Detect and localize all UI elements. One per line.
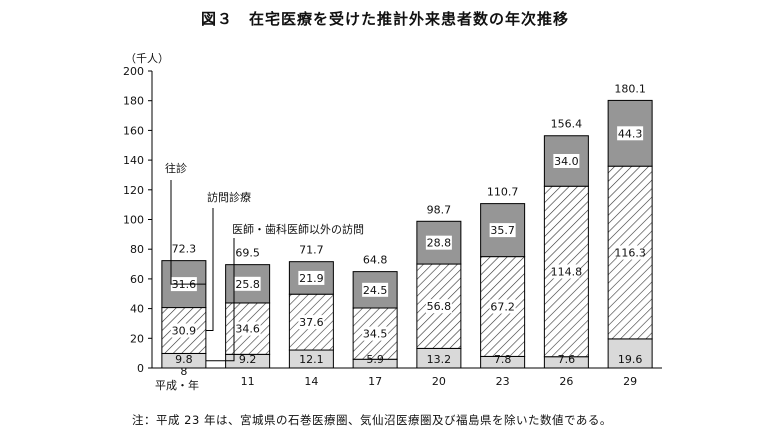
y-tick-label: 40: [130, 303, 144, 316]
bar-value-label: 56.8: [427, 300, 452, 313]
bar-segment: [607, 338, 653, 369]
value-label-box: [234, 276, 261, 291]
y-tick-label: 120: [123, 184, 144, 197]
bar-value-label: 116.3: [614, 247, 646, 260]
bar-total-label: 110.7: [487, 186, 519, 199]
annotation-leader-line: [205, 208, 214, 332]
y-tick-label: 60: [130, 273, 144, 286]
bar-total-label: 71.7: [299, 244, 324, 257]
x-tick-label: 29: [623, 375, 637, 388]
bar-value-label: 12.1: [299, 353, 324, 366]
bar-value-label: 114.8: [551, 265, 583, 278]
value-label-box: [617, 126, 644, 141]
chart-title: 図３ 在宅医療を受けた推計外来患者数の年次推移: [200, 10, 569, 28]
bar-total-label: 180.1: [614, 82, 646, 95]
y-tick-label: 140: [123, 154, 144, 167]
value-label-box: [170, 323, 197, 338]
y-tick-label: 100: [123, 214, 144, 227]
value-label-box: [298, 270, 325, 285]
bar-value-label: 67.2: [490, 301, 515, 314]
series-annotation: 医師・歯科医師以外の訪問: [232, 222, 364, 236]
bar-value-label: 9.2: [239, 353, 257, 366]
bar-value-label: 34.6: [235, 323, 260, 336]
annotation-leader-line: [205, 238, 235, 362]
value-label-box: [553, 153, 580, 168]
bar-value-label: 24.5: [363, 284, 388, 297]
bar-value-label: 35.7: [490, 224, 515, 237]
footnote: 注：平成 23 年は、宮城県の石巻医療圏、気仙沼医療圏及び福島県を除いた数値であ…: [132, 413, 612, 427]
series-annotation: 往診: [165, 161, 187, 175]
x-tick-label: 8: [180, 365, 187, 378]
bar-total-label: 156.4: [551, 118, 583, 131]
bar-value-label: 7.6: [558, 353, 576, 366]
value-label-box: [553, 264, 580, 279]
y-tick-label: 160: [123, 124, 144, 137]
value-label-box: [362, 326, 389, 341]
bar-total-label: 69.5: [235, 247, 260, 260]
bar-total-label: 98.7: [427, 203, 452, 216]
value-label-box: [234, 321, 261, 336]
bar-value-label: 5.9: [366, 353, 384, 366]
x-tick-label: 26: [559, 375, 573, 388]
y-tick-label: 200: [123, 65, 144, 78]
y-tick-label: 180: [123, 95, 144, 108]
value-label-box: [489, 223, 516, 238]
y-tick-label: 80: [130, 243, 144, 256]
bar-value-label: 9.8: [175, 353, 193, 366]
bar-value-label: 44.3: [618, 127, 643, 140]
bar-value-label: 34.0: [554, 155, 579, 168]
bar-segment: [543, 185, 589, 358]
bar-value-label: 19.6: [618, 353, 643, 366]
x-axis-label: 平成・年: [155, 378, 199, 392]
series-annotation: 訪問診療: [207, 190, 251, 204]
annotation-leader-line: [170, 180, 206, 285]
x-tick-label: 23: [496, 375, 510, 388]
bar-value-label: 13.2: [427, 353, 452, 366]
y-tick-label: 20: [130, 332, 144, 345]
y-axis-label: （千人）: [125, 52, 169, 65]
bar-value-label: 21.9: [299, 272, 324, 285]
bar-total-label: 64.8: [363, 254, 388, 267]
bar-total-label: 72.3: [172, 243, 197, 256]
value-label-box: [617, 245, 644, 260]
y-tick-label: 0: [137, 362, 144, 375]
value-label-box: [425, 299, 452, 314]
value-label-box: [362, 282, 389, 297]
value-label-box: [425, 235, 452, 250]
value-label-box: [489, 299, 516, 314]
x-tick-label: 17: [368, 375, 382, 388]
bar-value-label: 7.8: [494, 353, 512, 366]
x-tick-label: 14: [304, 375, 318, 388]
x-tick-label: 20: [432, 375, 446, 388]
bar-value-label: 25.8: [235, 278, 260, 291]
value-label-box: [298, 315, 325, 330]
bar-value-label: 37.6: [299, 316, 324, 329]
bar-value-label: 28.8: [427, 237, 452, 250]
x-tick-label: 11: [241, 375, 255, 388]
bar-value-label: 30.9: [172, 325, 197, 338]
bar-value-label: 34.5: [363, 328, 388, 341]
